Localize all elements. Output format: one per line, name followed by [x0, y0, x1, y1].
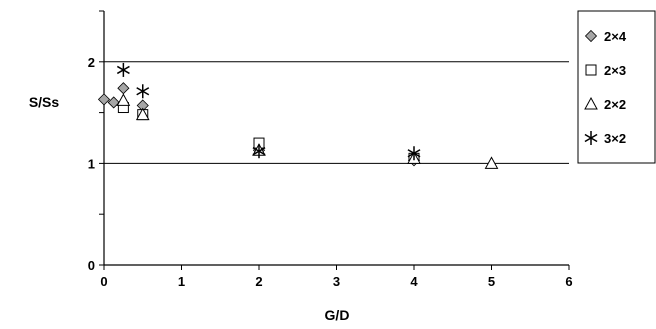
x-tick-label: 0	[100, 274, 107, 289]
axes	[99, 10, 570, 270]
y-tick-label: 1	[88, 156, 95, 171]
data-point-triangle	[116, 93, 131, 106]
data-point-triangle	[135, 107, 150, 121]
x-tick-label: 3	[333, 274, 340, 289]
legend-label: 2×4	[604, 29, 627, 44]
data-point-star	[116, 62, 130, 77]
data-point-star	[252, 144, 266, 159]
data-point-diamond	[107, 96, 120, 109]
data-points	[97, 62, 499, 169]
legend-label: 2×2	[604, 97, 626, 112]
y-axis-title: S/Ss	[29, 94, 60, 110]
legend-marker-square	[585, 64, 597, 76]
data-point-star	[407, 146, 421, 161]
legend-marker-diamond	[584, 29, 598, 43]
tick-labels: 0 1 2 3 4 5 6 0 1 2	[88, 55, 573, 289]
data-point-diamond	[117, 82, 130, 95]
star-stroke	[584, 133, 598, 143]
x-tick-label: 1	[178, 274, 185, 289]
legend-label: 2×3	[604, 63, 626, 78]
star-stroke	[116, 65, 130, 75]
y-tick-label: 0	[88, 258, 95, 273]
data-point-star	[136, 84, 150, 99]
legend: 2×4 2×3 2×2 3×2	[577, 10, 656, 164]
x-axis-title: G/D	[325, 307, 350, 323]
x-tick-label: 5	[488, 274, 495, 289]
star-stroke	[136, 87, 150, 96]
legend-marker-triangle	[584, 96, 598, 110]
legend-label: 3×2	[604, 131, 626, 146]
legend-marker-star	[584, 131, 598, 145]
data-point-diamond	[97, 93, 111, 106]
x-tick-label: 6	[565, 274, 572, 289]
data-point-triangle	[484, 156, 499, 169]
x-tick-label: 2	[255, 274, 262, 289]
star-stroke	[407, 149, 421, 158]
y-tick-label: 2	[88, 55, 95, 70]
star-stroke	[252, 147, 266, 156]
x-tick-label: 4	[410, 274, 418, 289]
gridlines	[104, 61, 569, 164]
